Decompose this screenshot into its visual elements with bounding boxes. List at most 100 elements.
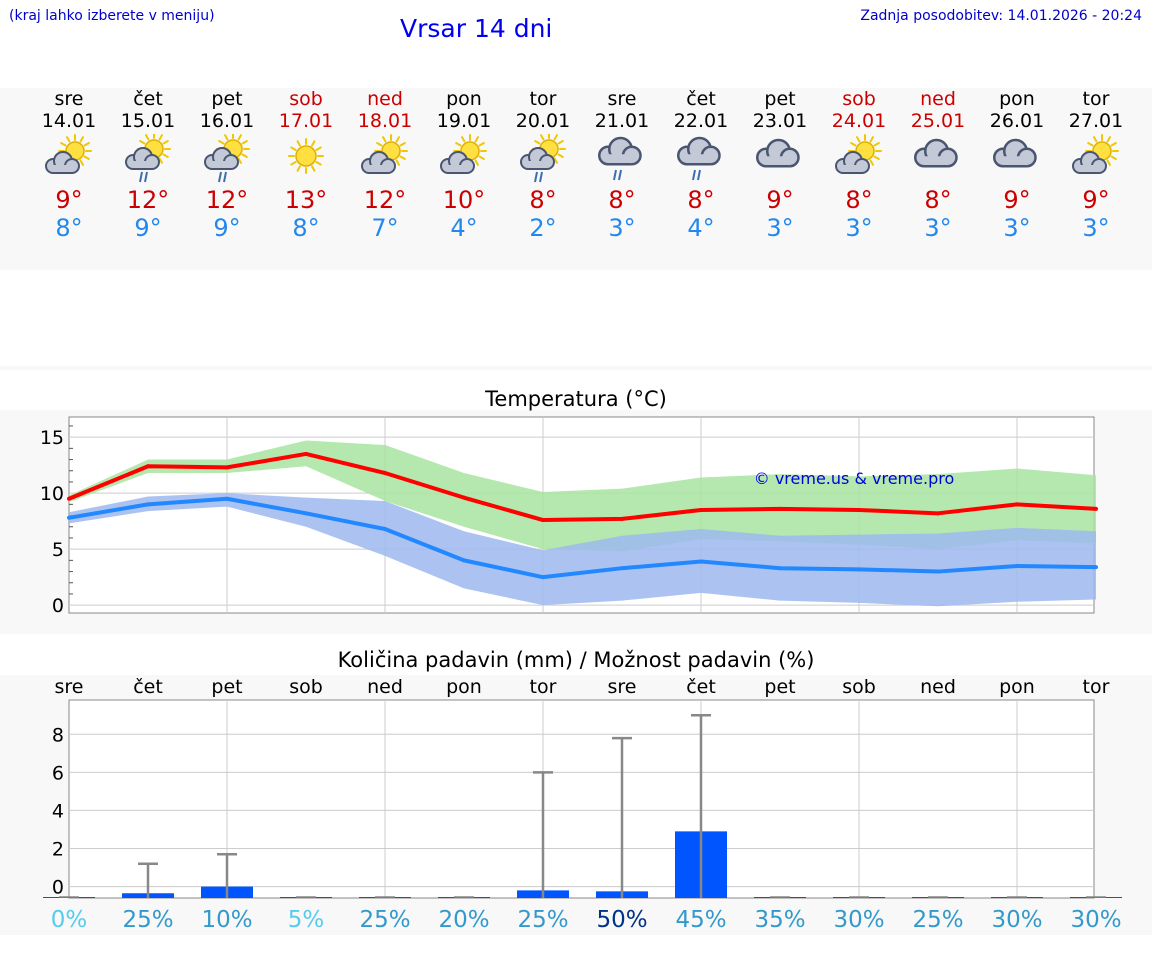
- day-column: sob 24.01 8° 3°: [820, 88, 899, 242]
- cloud-rain-icon: [583, 132, 662, 186]
- rain-drop: [138, 171, 143, 183]
- precipitation-chart: sre čet pet sob ned pon tor sre čet pet sob ned pon t…: [43, 676, 1122, 933]
- precip-probability: 30%: [1070, 907, 1121, 933]
- rain: [217, 171, 227, 183]
- temp-min: 9°: [213, 214, 241, 242]
- day-date: 22.01: [673, 110, 729, 132]
- sun-ray: [454, 142, 461, 147]
- day-column: pet 23.01 9° 3°: [741, 88, 820, 242]
- max-temp-point: [225, 465, 229, 470]
- sun-ray: [533, 140, 540, 145]
- sun-ray: [310, 165, 315, 172]
- cloud-rain-icon: [662, 132, 741, 186]
- sun-cloud-rain-icon-graphic: [519, 134, 566, 183]
- cloud-body: [842, 165, 862, 173]
- cloud-body: [923, 156, 948, 167]
- day-name: tor: [1082, 88, 1110, 110]
- temp-max: 9°: [1082, 186, 1110, 214]
- partly-cloudy-sun-icon: [820, 132, 899, 186]
- precip-probability: 30%: [833, 907, 884, 933]
- sun-ray: [217, 140, 224, 145]
- sun-ray: [557, 140, 564, 145]
- temp-min: 3°: [845, 214, 873, 242]
- sun-ray: [241, 153, 248, 158]
- sun-ray: [237, 134, 242, 141]
- last-update: Zadnja posodobitev: 14.01.2026 - 20:24: [860, 8, 1142, 24]
- min-temp-point: [383, 527, 387, 531]
- cloudy-icon: [741, 132, 820, 186]
- day-column: tor 20.01 8° 2°: [504, 88, 583, 242]
- cloud-body: [211, 161, 231, 169]
- sun-ray: [855, 136, 860, 143]
- sun-ray: [395, 136, 400, 143]
- x-category-label: čet: [133, 676, 163, 698]
- day-column: sre 21.01 8° 3°: [583, 88, 662, 242]
- cloudy-icon: [978, 132, 1057, 186]
- day-date: 15.01: [120, 110, 176, 132]
- temp-min: 9°: [134, 214, 162, 242]
- sun-ray: [223, 134, 228, 141]
- sun-icon: [267, 132, 346, 186]
- sun-ray: [158, 134, 163, 141]
- precip-probability: 5%: [288, 907, 325, 933]
- sun-ray: [1110, 155, 1117, 160]
- precip-probability: 25%: [122, 907, 173, 933]
- x-category-label: tor: [1083, 676, 1110, 698]
- cloud-body: [52, 165, 72, 173]
- sun-ray: [1110, 142, 1117, 147]
- cloud: [597, 136, 642, 166]
- day-date: 18.01: [357, 110, 413, 132]
- x-category-label: pon: [446, 676, 482, 698]
- day-column: čet 15.01 12° 9°: [109, 88, 188, 242]
- precip-probability: 25%: [912, 907, 963, 933]
- cloud: [439, 151, 475, 174]
- cloud-body: [368, 165, 388, 173]
- cloud-body: [765, 156, 790, 167]
- plot-area: [68, 699, 1095, 899]
- sun-ray: [1106, 136, 1111, 143]
- x-category-label: sob: [289, 676, 323, 698]
- x-category-label: sre: [608, 676, 637, 698]
- sun-ray: [158, 157, 163, 164]
- separator: [0, 366, 1152, 370]
- max-temp-point: [1015, 502, 1019, 507]
- y-tick-label: 6: [52, 762, 64, 784]
- day-name: sre: [54, 88, 84, 110]
- sun-ray: [478, 155, 485, 160]
- min-temp-point: [462, 558, 466, 563]
- x-category-label: sob: [842, 676, 876, 698]
- temp-max: 9°: [1003, 186, 1031, 214]
- x-category-label: sre: [55, 676, 84, 698]
- partly-cloudy-sun-icon: [346, 132, 425, 186]
- sun-ray: [289, 161, 297, 166]
- day-date: 21.01: [594, 110, 650, 132]
- day-name: sre: [607, 88, 637, 110]
- sun-ray: [539, 134, 544, 141]
- cloud: [203, 147, 239, 170]
- sun-ray: [395, 159, 400, 166]
- cloud-body: [1002, 156, 1027, 167]
- sun-ray: [237, 157, 242, 164]
- partly-cloudy-sun-icon-graphic: [1071, 134, 1119, 174]
- min-temp-line: [68, 496, 1097, 580]
- forecast-days: sre 14.01 9° 8° čet 15.01 12° 9° pet 16.01 12° 9° so…: [0, 88, 1152, 258]
- x-category-label: tor: [530, 676, 557, 698]
- min-temp-point: [1015, 563, 1019, 568]
- sun-ray: [289, 146, 297, 151]
- precip-chart-title: Količina padavin (mm) / Možnost padavin …: [337, 648, 815, 672]
- temp-max: 13°: [284, 186, 328, 214]
- day-column: pet 16.01 12° 9°: [188, 88, 267, 242]
- cloud: [44, 151, 80, 174]
- temp-max: 8°: [845, 186, 873, 214]
- rain-drop: [143, 171, 148, 183]
- temp-max: 8°: [529, 186, 557, 214]
- y-tick-label: 0: [52, 877, 64, 899]
- sun-ray: [399, 155, 406, 160]
- temp-min: 3°: [1003, 214, 1031, 242]
- min-temp-point: [146, 502, 150, 507]
- y-tick-label: 10: [40, 483, 64, 505]
- cloudy-icon-graphic: [913, 138, 958, 168]
- rain-drop: [612, 169, 617, 181]
- max-temp-line: [68, 451, 1097, 523]
- sun-ray: [314, 146, 322, 151]
